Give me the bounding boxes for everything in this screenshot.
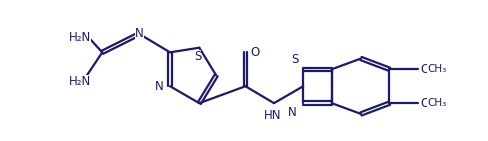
Text: H₂N: H₂N [68, 75, 91, 88]
Text: O: O [250, 46, 259, 59]
Text: N: N [135, 27, 143, 40]
Text: S: S [291, 53, 299, 66]
Text: S: S [194, 50, 202, 63]
Text: N: N [155, 80, 164, 93]
Text: HN: HN [264, 109, 281, 122]
Text: H₂N: H₂N [68, 31, 91, 44]
Text: CH₃: CH₃ [427, 98, 447, 108]
Text: CH₃: CH₃ [427, 64, 447, 74]
Text: O: O [420, 63, 429, 76]
Text: N: N [288, 106, 297, 119]
Text: O: O [420, 97, 429, 110]
